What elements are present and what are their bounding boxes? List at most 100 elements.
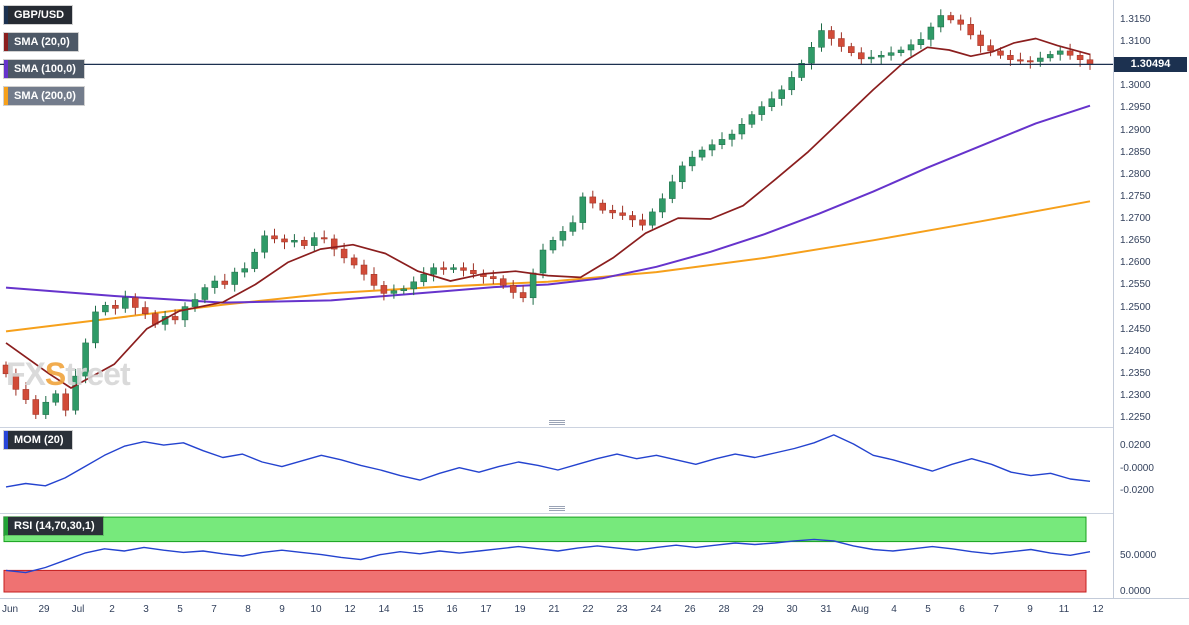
rsi-legend-label: RSI (14,70,30,1) <box>14 520 95 532</box>
candle-body <box>1037 57 1044 62</box>
price-tick-label: 1.2950 <box>1120 102 1151 113</box>
candle-body <box>261 235 268 253</box>
candle-body <box>738 124 746 135</box>
price-axis[interactable]: 1.31501.31001.30501.30001.29501.29001.28… <box>1113 0 1189 598</box>
time-tick-label: 30 <box>786 604 798 615</box>
candle-body <box>1017 59 1024 62</box>
price-tick-label: 1.2450 <box>1120 324 1151 335</box>
legend-sma-200-0[interactable]: SMA (200,0) <box>4 87 84 105</box>
candle-body <box>997 50 1004 56</box>
sma-20-line <box>5 37 1091 389</box>
candle-body <box>450 267 457 270</box>
time-tick-label: 29 <box>38 604 50 615</box>
candle-body <box>708 144 716 151</box>
price-tick-label: 1.2750 <box>1120 191 1151 202</box>
rsi-tick-label: 50.0000 <box>1120 550 1157 561</box>
candle-body <box>937 15 945 28</box>
time-tick-label: 14 <box>378 604 390 615</box>
time-tick-label: 7 <box>211 604 217 615</box>
time-tick-label: 9 <box>279 604 285 615</box>
candle-body <box>122 297 129 309</box>
candle-body <box>639 219 646 226</box>
candle-body <box>360 264 368 275</box>
mom-series-color <box>4 431 8 449</box>
candle-body <box>221 280 229 285</box>
time-tick-label: 4 <box>891 604 897 615</box>
candle-body <box>92 311 99 344</box>
candle-body <box>887 52 895 56</box>
time-tick-label: 2 <box>109 604 115 615</box>
mom-tick-label: -0.0000 <box>1120 463 1154 474</box>
candle-body <box>470 270 477 275</box>
momentum-chart[interactable] <box>0 427 1113 505</box>
candle-body <box>808 47 815 64</box>
time-tick-label: 11 <box>1058 604 1070 615</box>
candle-body <box>1076 55 1084 60</box>
candle-body <box>509 285 517 293</box>
rsi-legend[interactable]: RSI (14,70,30,1) <box>4 517 103 535</box>
splitter-grip-icon[interactable] <box>548 422 565 423</box>
price-tick-label: 1.2700 <box>1120 213 1151 224</box>
mom-line <box>5 434 1091 488</box>
last-price-badge: 1.30494 <box>1114 57 1187 72</box>
price-tick-label: 1.2350 <box>1120 368 1151 379</box>
panel-splitter-1[interactable] <box>0 419 1113 428</box>
candle-body <box>440 267 447 270</box>
candle-body <box>549 240 557 251</box>
candle-body <box>519 292 527 299</box>
candle-body <box>430 267 437 275</box>
candle-body <box>669 181 676 199</box>
price-tick-label: 1.2800 <box>1120 169 1151 180</box>
candle-body <box>579 196 587 223</box>
mom-tick-label: -0.0200 <box>1120 485 1154 496</box>
candle-body <box>539 249 547 274</box>
candle-body <box>12 373 20 390</box>
legend-sma-100-0[interactable]: SMA (100,0) <box>4 60 84 78</box>
candle-body <box>281 238 288 243</box>
candle-body <box>828 30 835 39</box>
rsi-chart[interactable] <box>0 513 1113 597</box>
time-tick-label: Jul <box>71 604 85 615</box>
candle-body <box>838 38 845 47</box>
candle-body <box>132 297 139 308</box>
candle-body <box>877 55 885 58</box>
fxstreet-watermark: FXStreet <box>6 356 131 393</box>
mom-legend[interactable]: MOM (20) <box>4 431 72 449</box>
legend-gbp-usd[interactable]: GBP/USD <box>4 6 73 24</box>
splitter-grip-icon[interactable] <box>548 508 565 509</box>
time-tick-label: 12 <box>344 604 356 615</box>
candle-body <box>340 248 348 259</box>
time-tick-label: 16 <box>446 604 458 615</box>
watermark-accent: S <box>44 356 66 392</box>
candle-body <box>350 257 358 266</box>
candle-body <box>311 237 318 246</box>
series-color-stripe <box>4 87 8 105</box>
candle-body <box>211 280 219 288</box>
watermark-text-2: treet <box>65 356 130 392</box>
candle-body <box>629 215 636 221</box>
candle-body <box>659 198 666 213</box>
watermark-text: FX <box>6 356 46 392</box>
candlestick-chart[interactable] <box>0 0 1113 419</box>
panel-splitter-2[interactable] <box>0 505 1113 514</box>
price-tick-label: 1.2300 <box>1120 390 1151 401</box>
candle-body <box>22 389 30 400</box>
time-axis[interactable]: Jun 29 Jul 2 3 5 7 8 9 10 12 14 15 16 17 19 21 22 23 24 26 28… <box>0 598 1189 625</box>
candle-body <box>927 26 935 40</box>
time-tick-label: 17 <box>480 604 492 615</box>
legend-label: SMA (100,0) <box>14 63 76 75</box>
candle-body <box>698 149 706 158</box>
time-tick-label: 5 <box>925 604 931 615</box>
candle-body <box>679 165 686 183</box>
candle-body <box>301 240 308 246</box>
candle-body <box>52 393 59 403</box>
candle-body <box>1046 54 1054 59</box>
rsi-band <box>3 569 1087 593</box>
price-tick-label: 1.2500 <box>1120 302 1151 313</box>
sma-line <box>5 104 1091 304</box>
legend-sma-20-0[interactable]: SMA (20,0) <box>4 33 78 51</box>
series-color-stripe <box>4 6 8 24</box>
time-tick-label: 5 <box>177 604 183 615</box>
price-tick-label: 1.2650 <box>1120 235 1151 246</box>
